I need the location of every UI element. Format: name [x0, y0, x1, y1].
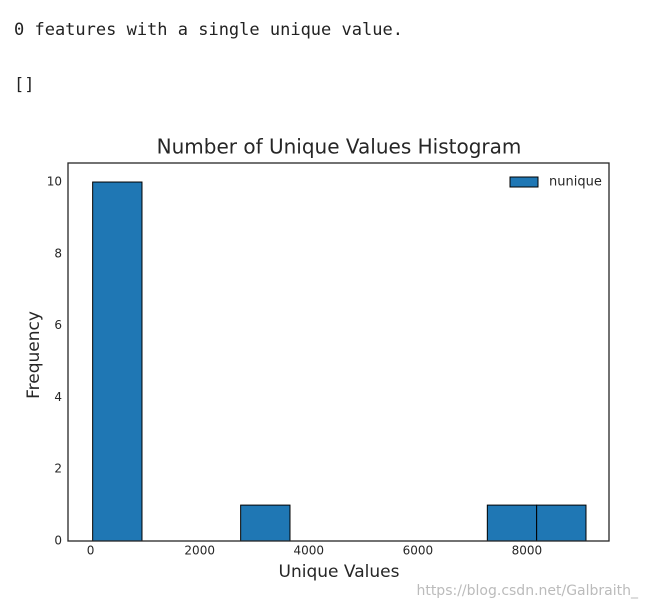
y-tick-label: 2 [54, 462, 62, 476]
output-line: [] [14, 75, 35, 95]
x-tick-label: 2000 [184, 544, 215, 558]
x-tick-label: 4000 [294, 544, 325, 558]
bar [92, 181, 143, 542]
watermark: https://blog.csdn.net/Galbraith_ [416, 583, 639, 599]
y-tick-label: 8 [54, 246, 62, 260]
bar [486, 504, 538, 542]
y-tick-label: 0 [54, 534, 62, 548]
x-tick-label: 0 [87, 544, 95, 558]
legend-label: nunique [549, 175, 602, 190]
y-tick-label: 10 [47, 175, 62, 189]
output-line: 0 features with a single unique value. [14, 20, 403, 40]
legend-swatch [509, 176, 539, 188]
bar [536, 504, 587, 542]
chart-title: Number of Unique Values Histogram [157, 135, 522, 159]
y-tick-label: 4 [54, 390, 62, 404]
plot-frame [67, 162, 610, 542]
x-tick-label: 8000 [512, 544, 543, 558]
x-tick-label: 6000 [403, 544, 434, 558]
y-axis-label: Frequency [24, 311, 44, 399]
x-axis-label: Unique Values [279, 562, 400, 582]
bar [240, 504, 291, 542]
y-tick-label: 6 [54, 318, 62, 332]
